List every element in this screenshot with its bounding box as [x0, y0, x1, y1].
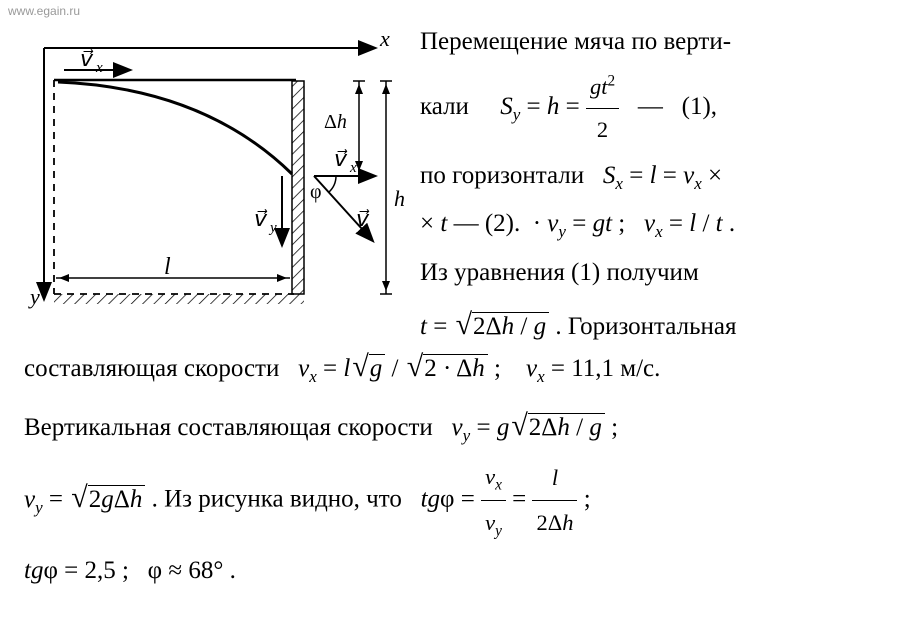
line-3: Из уравнения (1) получим: [420, 259, 699, 286]
svg-text:x: x: [379, 26, 390, 51]
line-4-pre: составляющая скорости: [24, 355, 279, 382]
svg-text:v⃗: v⃗: [356, 206, 370, 231]
svg-text:v⃗: v⃗: [334, 146, 348, 171]
physics-diagram: x y v⃗ x v⃗ x v⃗ y v⃗: [24, 26, 404, 326]
svg-text:v⃗: v⃗: [254, 206, 268, 231]
svg-text:Δh: Δh: [324, 111, 347, 133]
line-6-mid: . Из рисунка видно, что: [152, 486, 402, 513]
svg-text:l: l: [164, 254, 171, 280]
line-2-pre: по горизонтали: [420, 162, 584, 189]
line-3-suffix: . Горизонтальная: [555, 313, 736, 340]
eq1-no: (1),: [682, 93, 717, 120]
svg-text:x: x: [95, 60, 103, 76]
svg-text:h: h: [394, 186, 404, 211]
svg-text:y: y: [28, 284, 40, 309]
line-1a: Перемещение мяча по верти-: [420, 28, 731, 55]
line-5-pre: Вертикальная составляющая скорости: [24, 414, 433, 441]
text-beside-diagram: Перемещение мяча по верти- кали Sy = h =…: [420, 18, 880, 353]
svg-text:y: y: [268, 220, 277, 236]
line-1b-pre: кали: [420, 93, 469, 120]
svg-text:φ: φ: [310, 181, 322, 203]
text-full-width: составляющая скорости vx = lg / 2 · Δh ;…: [24, 338, 880, 595]
svg-text:v⃗: v⃗: [80, 46, 94, 71]
page-content: x y v⃗ x v⃗ x v⃗ y v⃗: [8, 8, 892, 609]
